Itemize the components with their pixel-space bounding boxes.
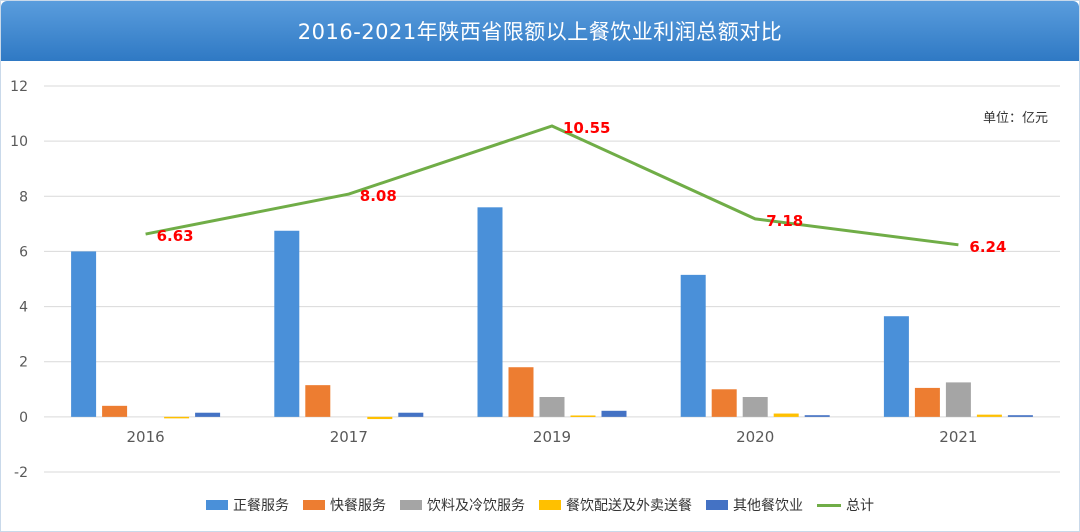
data-label: 8.08 [360,187,397,205]
y-tick-label: 4 [19,300,28,316]
bar [508,367,534,417]
x-tick-label: 2020 [736,428,774,446]
bar [914,387,940,417]
bar [883,316,909,417]
data-label: 6.24 [969,238,1006,256]
bar [976,414,1002,417]
unit-label: 单位：亿元 [983,111,1048,126]
x-tick-label: 2019 [533,428,571,446]
legend-item: 正餐服务 [206,495,289,515]
y-tick-label: 2 [19,355,28,371]
bar [274,230,300,417]
bar [680,274,706,417]
legend-label: 总计 [846,498,874,514]
y-tick-label: 6 [19,244,28,260]
bar [570,415,596,417]
legend-swatch [206,500,228,510]
bar [945,382,971,417]
y-tick-label: 0 [19,410,28,426]
data-label: 6.63 [157,227,194,245]
legend-swatch [539,500,561,510]
legend-label: 正餐服务 [233,498,289,514]
x-tick-label: 2021 [939,428,977,446]
chart-title: 2016-2021年陕西省限额以上餐饮业利润总额对比 [297,20,783,44]
y-tick-label: 10 [10,134,28,150]
x-tick-label: 2017 [330,428,368,446]
bar [711,389,737,417]
legend-label: 其他餐饮业 [733,498,803,514]
bar [164,416,190,419]
total-line [145,124,959,247]
legend-label: 饮料及冷饮服务 [427,498,525,514]
legend-swatch [400,500,422,510]
bar [804,415,830,417]
bar [398,412,424,417]
legend-label: 快餐服务 [330,498,386,514]
legend-label: 餐饮配送及外卖送餐 [566,498,692,514]
data-label: 7.18 [766,212,803,230]
bar [305,385,331,417]
legend-swatch [706,500,728,510]
x-tick-label: 2016 [127,428,165,446]
bar [1007,415,1033,417]
bar [195,412,221,417]
chart-legend: 正餐服务 快餐服务 饮料及冷饮服务 餐饮配送及外卖送餐 其他餐饮业 总计 [0,490,1080,520]
bar [773,413,799,417]
chart-plot: -2 0 2 4 6 8 10 12 单位：亿元 2016 2017 2019 2020 2021 6.63… [10,79,1060,481]
legend-item: 快餐服务 [303,495,386,515]
bar [601,410,627,417]
y-tick-label: -2 [14,465,28,481]
bar [477,207,503,417]
bar [71,251,97,417]
bar [367,416,393,420]
legend-item: 总计 [817,495,874,515]
data-label: 10.55 [563,119,610,137]
legend-swatch [817,503,841,507]
legend-item: 其他餐饮业 [706,495,803,515]
bar [102,405,128,417]
legend-swatch [303,500,325,510]
bar [742,397,768,417]
legend-item: 餐饮配送及外卖送餐 [539,495,692,515]
y-tick-label: 12 [10,79,28,95]
title-bar: 2016-2021年陕西省限额以上餐饮业利润总额对比 [1,1,1079,61]
bar [539,397,565,417]
legend-item: 饮料及冷饮服务 [400,495,525,515]
y-tick-label: 8 [19,189,28,205]
